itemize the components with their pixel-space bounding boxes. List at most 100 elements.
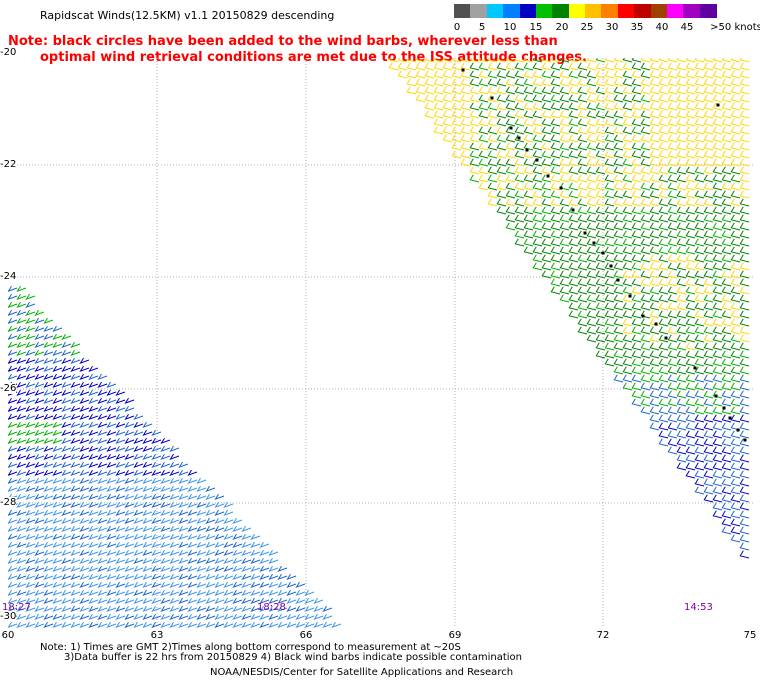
wind-barb: [658, 318, 669, 327]
wind-barb: [712, 230, 723, 239]
wind-barb: [133, 493, 144, 501]
wind-barb: [649, 350, 660, 359]
wind-barb: [649, 302, 660, 311]
wind-barb: [97, 397, 108, 405]
wind-barb: [676, 206, 687, 215]
wind-barb: [106, 549, 117, 557]
wind-barb: [676, 190, 687, 199]
wind-barb: [8, 509, 18, 516]
wind-barb: [613, 254, 624, 263]
wind-barb: [685, 310, 696, 319]
wind-barb: [25, 405, 36, 413]
wind-barb: [730, 102, 741, 111]
wind-barb: [739, 478, 750, 487]
wind-barb: [595, 350, 606, 359]
wind-barb: [676, 326, 687, 335]
wind-barb: [514, 238, 525, 247]
footer-note-2: 3)Data buffer is 22 hrs from 20150829 4)…: [64, 652, 522, 663]
wind-barb: [739, 390, 750, 399]
wind-barb: [133, 429, 144, 437]
wind-barb: [550, 198, 561, 207]
wind-barb: [613, 342, 624, 351]
wind-barb: [322, 613, 333, 621]
wind-barb: [550, 134, 561, 143]
wind-barb: [550, 254, 561, 263]
wind-barb: [622, 158, 633, 167]
latitude-label: -28: [0, 497, 17, 508]
wind-barb: [205, 557, 216, 565]
wind-barb: [295, 581, 306, 589]
wind-barb: [613, 86, 624, 95]
wind-barb: [169, 549, 180, 557]
wind-barb: [676, 214, 687, 223]
wind-barb: [595, 294, 606, 303]
wind-barb: [70, 597, 81, 605]
wind-barb: [595, 318, 606, 327]
wind-barb: [61, 509, 72, 517]
wind-barb: [586, 126, 597, 135]
wind-barb: [694, 294, 705, 303]
wind-barb: [532, 62, 543, 71]
wind-barb: [685, 430, 696, 439]
wind-barb: [16, 525, 27, 533]
wind-barb: [721, 494, 732, 503]
wind-barb: [676, 390, 687, 399]
wind-barb: [730, 62, 741, 71]
wind-barb: [79, 421, 90, 429]
wind-barb: [550, 206, 561, 215]
wind-barb: [88, 405, 99, 413]
wind-barb: [70, 565, 81, 573]
wind-barb: [259, 605, 270, 613]
wind-barb: [88, 525, 99, 533]
wind-barb: [658, 326, 669, 335]
wind-barb: [640, 166, 651, 175]
wind-barb: [694, 326, 705, 335]
wind-barb: [721, 102, 732, 111]
wind-barb: [34, 485, 45, 493]
wind-barb: [685, 294, 696, 303]
wind-barb: [649, 134, 660, 143]
wind-barb: [613, 286, 624, 295]
wind-barb: [514, 78, 525, 87]
wind-barb: [250, 605, 261, 613]
wind-barb: [79, 381, 90, 389]
wind-barb: [649, 334, 660, 343]
wind-barb: [577, 198, 588, 207]
longitude-label: 63: [150, 630, 164, 641]
wind-barb: [658, 254, 669, 263]
wind-barb: [496, 62, 507, 71]
wind-barb: [70, 421, 81, 429]
legend-swatch: [552, 4, 570, 18]
wind-barb: [97, 613, 108, 621]
wind-barb: [8, 421, 18, 428]
wind-barb: [151, 565, 162, 573]
wind-barb: [631, 342, 642, 351]
wind-barb: [124, 605, 135, 613]
wind-barb: [586, 102, 597, 111]
wind-barb: [739, 294, 750, 303]
wind-barb: [658, 78, 669, 87]
wind-barb: [703, 342, 714, 351]
wind-barb: [667, 414, 678, 423]
legend-swatch: [617, 4, 635, 18]
wind-barb: [739, 86, 750, 95]
wind-barb: [694, 206, 705, 215]
wind-barb: [451, 70, 462, 79]
wind-barb: [568, 278, 579, 287]
wind-barb: [622, 78, 633, 87]
wind-barb: [106, 565, 117, 573]
wind-barb: [739, 414, 750, 423]
wind-barb: [712, 326, 723, 335]
wind-barb: [115, 621, 126, 628]
wind-barb: [739, 350, 750, 359]
wind-barb: [514, 86, 525, 95]
wind-barb: [505, 58, 516, 63]
wind-barb: [568, 182, 579, 191]
wind-barb: [52, 325, 63, 333]
wind-barb: [16, 509, 27, 517]
wind-barb: [178, 485, 189, 493]
wind-barb: [169, 453, 180, 461]
wind-barb: [115, 581, 126, 589]
wind-barb: [694, 182, 705, 191]
wind-barb: [586, 230, 597, 239]
